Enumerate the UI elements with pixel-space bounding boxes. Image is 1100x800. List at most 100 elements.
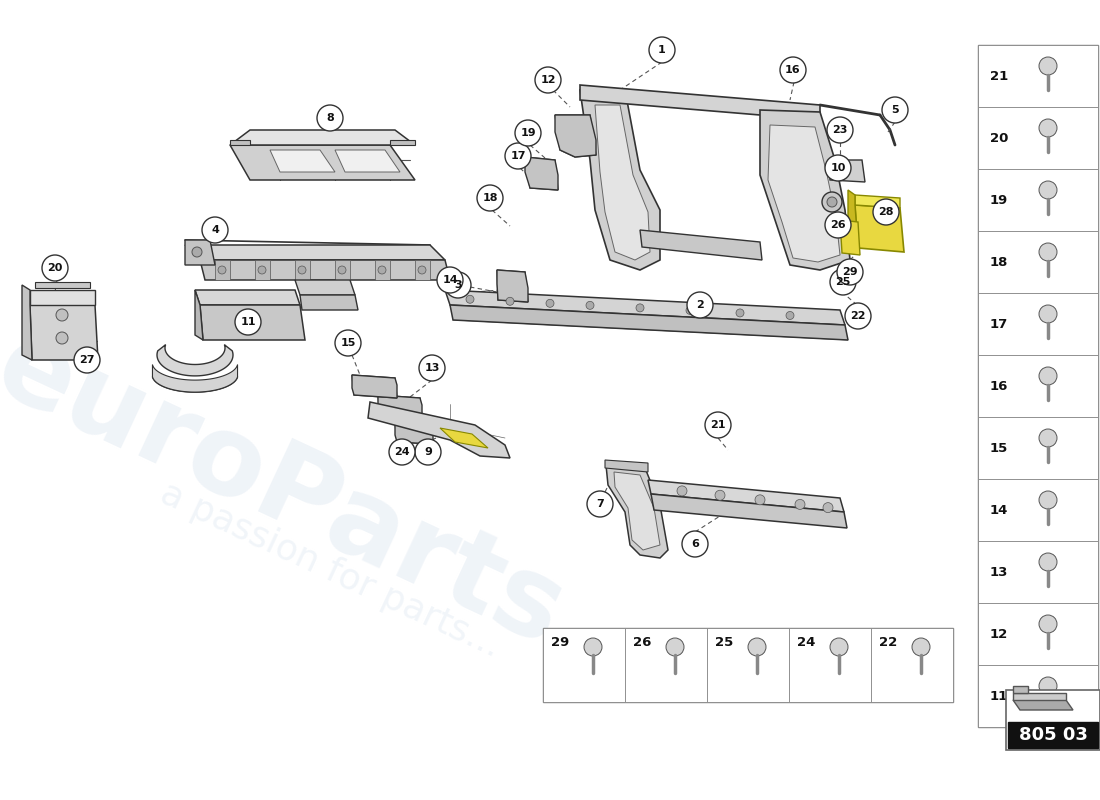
Polygon shape [30, 290, 95, 305]
Polygon shape [200, 260, 450, 280]
Text: 14: 14 [442, 275, 458, 285]
Polygon shape [580, 90, 660, 270]
Polygon shape [375, 260, 390, 280]
Text: 25: 25 [715, 637, 734, 650]
Polygon shape [390, 140, 415, 145]
Bar [978, 541, 1098, 603]
Circle shape [827, 197, 837, 207]
Polygon shape [768, 125, 840, 262]
Circle shape [823, 502, 833, 513]
Polygon shape [230, 140, 250, 145]
Bar [1006, 690, 1100, 750]
Polygon shape [1013, 686, 1028, 693]
Text: 4: 4 [211, 225, 219, 235]
Polygon shape [336, 260, 350, 280]
Circle shape [830, 269, 856, 295]
Text: 12: 12 [540, 75, 556, 85]
Circle shape [506, 298, 514, 306]
Circle shape [1040, 243, 1057, 261]
Text: 23: 23 [833, 125, 848, 135]
Circle shape [688, 292, 713, 318]
Text: 28: 28 [878, 207, 893, 217]
Circle shape [1040, 491, 1057, 509]
Polygon shape [1013, 693, 1066, 700]
Text: 12: 12 [990, 627, 1009, 641]
Bar [978, 479, 1098, 541]
Bar [543, 628, 953, 702]
Polygon shape [614, 472, 660, 550]
Bar [978, 603, 1098, 665]
Polygon shape [395, 422, 433, 444]
Text: 18: 18 [482, 193, 497, 203]
Polygon shape [651, 494, 847, 528]
Polygon shape [378, 395, 422, 418]
Bar [978, 665, 1098, 727]
Polygon shape [352, 375, 397, 398]
Circle shape [56, 309, 68, 321]
Circle shape [338, 266, 346, 274]
Circle shape [686, 306, 694, 314]
Circle shape [505, 143, 531, 169]
Bar [978, 169, 1098, 231]
Circle shape [586, 302, 594, 310]
Text: 13: 13 [425, 363, 440, 373]
Polygon shape [378, 395, 422, 418]
Text: euroParts: euroParts [0, 312, 581, 668]
Circle shape [74, 347, 100, 373]
Circle shape [1040, 429, 1057, 447]
Circle shape [235, 309, 261, 335]
Circle shape [666, 638, 684, 656]
Text: 18: 18 [990, 255, 1009, 269]
Circle shape [466, 295, 474, 303]
Circle shape [780, 57, 806, 83]
Circle shape [1040, 57, 1057, 75]
Text: 16: 16 [990, 379, 1009, 393]
Circle shape [837, 259, 864, 285]
Polygon shape [22, 285, 32, 360]
Text: 11: 11 [990, 690, 1009, 702]
Circle shape [795, 499, 805, 510]
Polygon shape [760, 110, 850, 270]
Circle shape [1040, 553, 1057, 571]
Circle shape [1040, 367, 1057, 385]
Text: a passion for parts...: a passion for parts... [155, 476, 505, 664]
Polygon shape [440, 428, 488, 448]
Circle shape [705, 412, 732, 438]
Text: 9: 9 [425, 447, 432, 457]
Text: 16: 16 [785, 65, 801, 75]
Polygon shape [255, 260, 270, 280]
Text: 21: 21 [711, 420, 726, 430]
Polygon shape [153, 376, 238, 392]
Polygon shape [352, 375, 397, 398]
Circle shape [636, 304, 644, 312]
Text: 6: 6 [691, 539, 698, 549]
Polygon shape [395, 422, 433, 444]
Polygon shape [450, 305, 848, 340]
Polygon shape [415, 260, 430, 280]
Circle shape [419, 355, 446, 381]
Text: 15: 15 [340, 338, 355, 348]
Circle shape [437, 267, 463, 293]
Circle shape [1040, 181, 1057, 199]
Circle shape [42, 255, 68, 281]
Polygon shape [556, 115, 596, 157]
Circle shape [715, 490, 725, 500]
Polygon shape [295, 280, 355, 295]
Circle shape [825, 212, 851, 238]
Text: 26: 26 [632, 637, 651, 650]
Bar [978, 355, 1098, 417]
Bar [707, 628, 789, 702]
Bar [789, 628, 871, 702]
Circle shape [202, 217, 228, 243]
Polygon shape [525, 157, 558, 190]
Text: 13: 13 [990, 566, 1009, 578]
Polygon shape [214, 260, 230, 280]
Bar [978, 45, 1098, 107]
Polygon shape [855, 195, 900, 208]
Circle shape [748, 638, 766, 656]
Polygon shape [595, 105, 650, 260]
Polygon shape [606, 465, 668, 558]
Polygon shape [153, 365, 238, 392]
Circle shape [912, 638, 930, 656]
Bar [978, 231, 1098, 293]
